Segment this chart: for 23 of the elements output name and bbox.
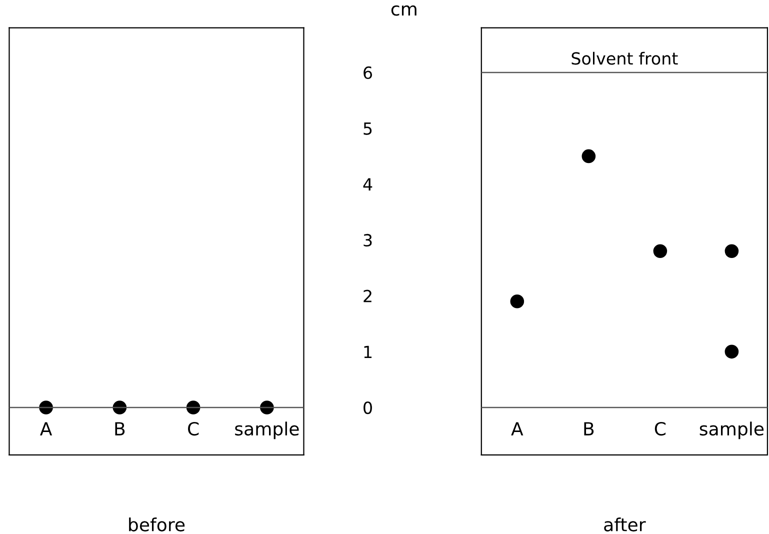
x-tick-label: sample — [700, 422, 764, 440]
y-axis-title: cm — [391, 5, 416, 16]
y-tick-label: 3 — [364, 234, 372, 247]
y-tick-label: 2 — [364, 290, 372, 302]
x-tick-label: C — [188, 422, 199, 436]
x-tick-label: C — [654, 422, 666, 436]
y-tick-label: 4 — [363, 178, 372, 190]
ref-line-label: Solvent front — [572, 52, 678, 65]
x-tick-label: sample — [235, 422, 299, 440]
y-tick-label: 5 — [364, 122, 372, 135]
x-tick-label: B — [584, 422, 594, 436]
point — [510, 294, 524, 308]
point — [582, 149, 596, 164]
x-tick-label: B — [115, 422, 125, 436]
point — [724, 244, 739, 258]
x-tick-label: A — [511, 422, 524, 436]
x-tick-label: A — [40, 422, 52, 436]
y-tick-label: 1 — [364, 346, 372, 358]
x-axis-title: after — [604, 517, 646, 532]
y-tick-label: 6 — [364, 66, 372, 80]
point — [653, 244, 668, 258]
y-tick-label: 0 — [364, 401, 372, 414]
x-axis-title: before — [129, 517, 185, 532]
